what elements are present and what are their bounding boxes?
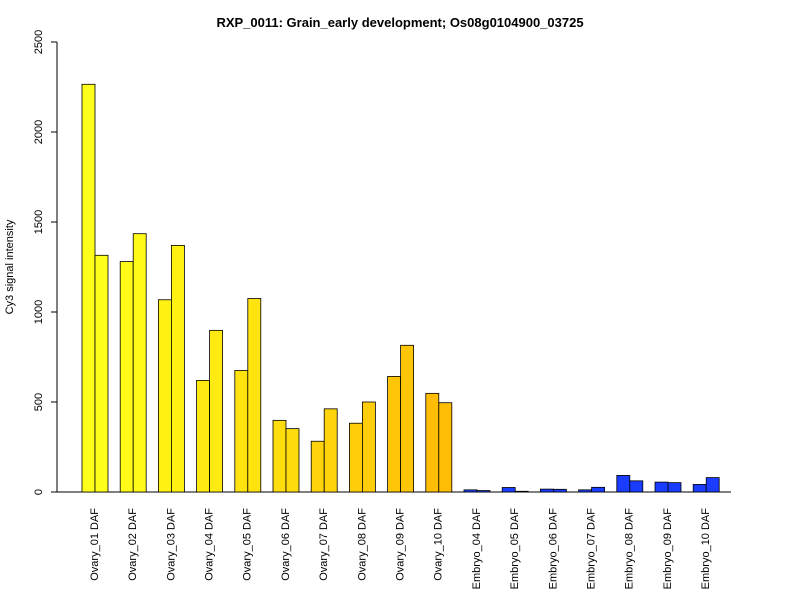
x-tick-label: Embryo_08 DAF — [624, 508, 636, 590]
y-tick-label: 500 — [33, 393, 45, 411]
bar — [463, 489, 478, 493]
bar — [400, 344, 415, 493]
bar — [361, 401, 376, 493]
x-tick-label: Ovary_08 DAF — [356, 508, 368, 581]
bar — [514, 490, 529, 493]
x-tick-label: Ovary_02 DAF — [127, 508, 139, 581]
bars-group — [81, 83, 720, 493]
bar — [692, 484, 707, 493]
x-tick-label: Ovary_07 DAF — [318, 508, 330, 581]
x-tick-label: Embryo_07 DAF — [586, 508, 598, 590]
x-tick-label: Embryo_04 DAF — [471, 508, 483, 590]
bar — [591, 486, 605, 493]
x-tick-label: Embryo_10 DAF — [700, 508, 712, 590]
bar — [132, 233, 147, 493]
bar — [387, 376, 402, 493]
bar — [438, 402, 453, 493]
bar — [81, 83, 96, 493]
y-tick-label: 1000 — [33, 300, 45, 324]
bar — [578, 489, 592, 493]
bar — [348, 422, 363, 493]
bar — [629, 480, 644, 493]
y-tick-label: 2000 — [33, 120, 45, 144]
bar — [170, 244, 185, 493]
x-tick-label: Ovary_04 DAF — [204, 508, 216, 581]
x-tick-label: Ovary_03 DAF — [165, 508, 177, 581]
chart-title: RXP_0011: Grain_early development; Os08g… — [216, 15, 583, 30]
bar — [285, 428, 300, 493]
bar — [234, 370, 249, 493]
bar — [272, 419, 287, 493]
x-tick-label: Ovary_01 DAF — [89, 508, 101, 581]
bar — [196, 379, 211, 493]
bar — [705, 477, 720, 493]
bar — [119, 261, 134, 493]
bar — [654, 481, 669, 493]
bar — [540, 488, 554, 493]
y-tick-label: 0 — [33, 489, 45, 495]
x-tick-label: Embryo_05 DAF — [509, 508, 521, 590]
x-tick-label: Embryo_09 DAF — [662, 508, 674, 590]
x-tick-label: Ovary_05 DAF — [242, 508, 254, 581]
y-axis-label: Cy3 signal intensity — [4, 219, 16, 314]
bar — [501, 487, 516, 493]
x-tick-labels: Ovary_01 DAF Ovary_02 DAF Ovary_03 DAF Ovar… — [89, 508, 712, 590]
bar — [553, 488, 567, 493]
bar — [616, 475, 631, 493]
y-tick-label: 2500 — [33, 30, 45, 54]
x-tick-label: Ovary_10 DAF — [433, 508, 445, 581]
bar — [247, 298, 262, 493]
bar — [310, 440, 325, 493]
bar — [209, 329, 224, 493]
bar — [94, 254, 109, 493]
x-tick-label: Embryo_06 DAF — [547, 508, 559, 590]
bar — [323, 408, 338, 493]
y-axis: 0 500 1000 1500 2000 2500 — [33, 30, 58, 495]
y-tick-label: 1500 — [33, 210, 45, 234]
x-tick-label: Ovary_06 DAF — [280, 508, 292, 581]
bar — [667, 482, 682, 493]
bar — [157, 299, 172, 493]
bar — [476, 490, 491, 493]
bar — [425, 392, 440, 493]
x-tick-label: Ovary_09 DAF — [395, 508, 407, 581]
